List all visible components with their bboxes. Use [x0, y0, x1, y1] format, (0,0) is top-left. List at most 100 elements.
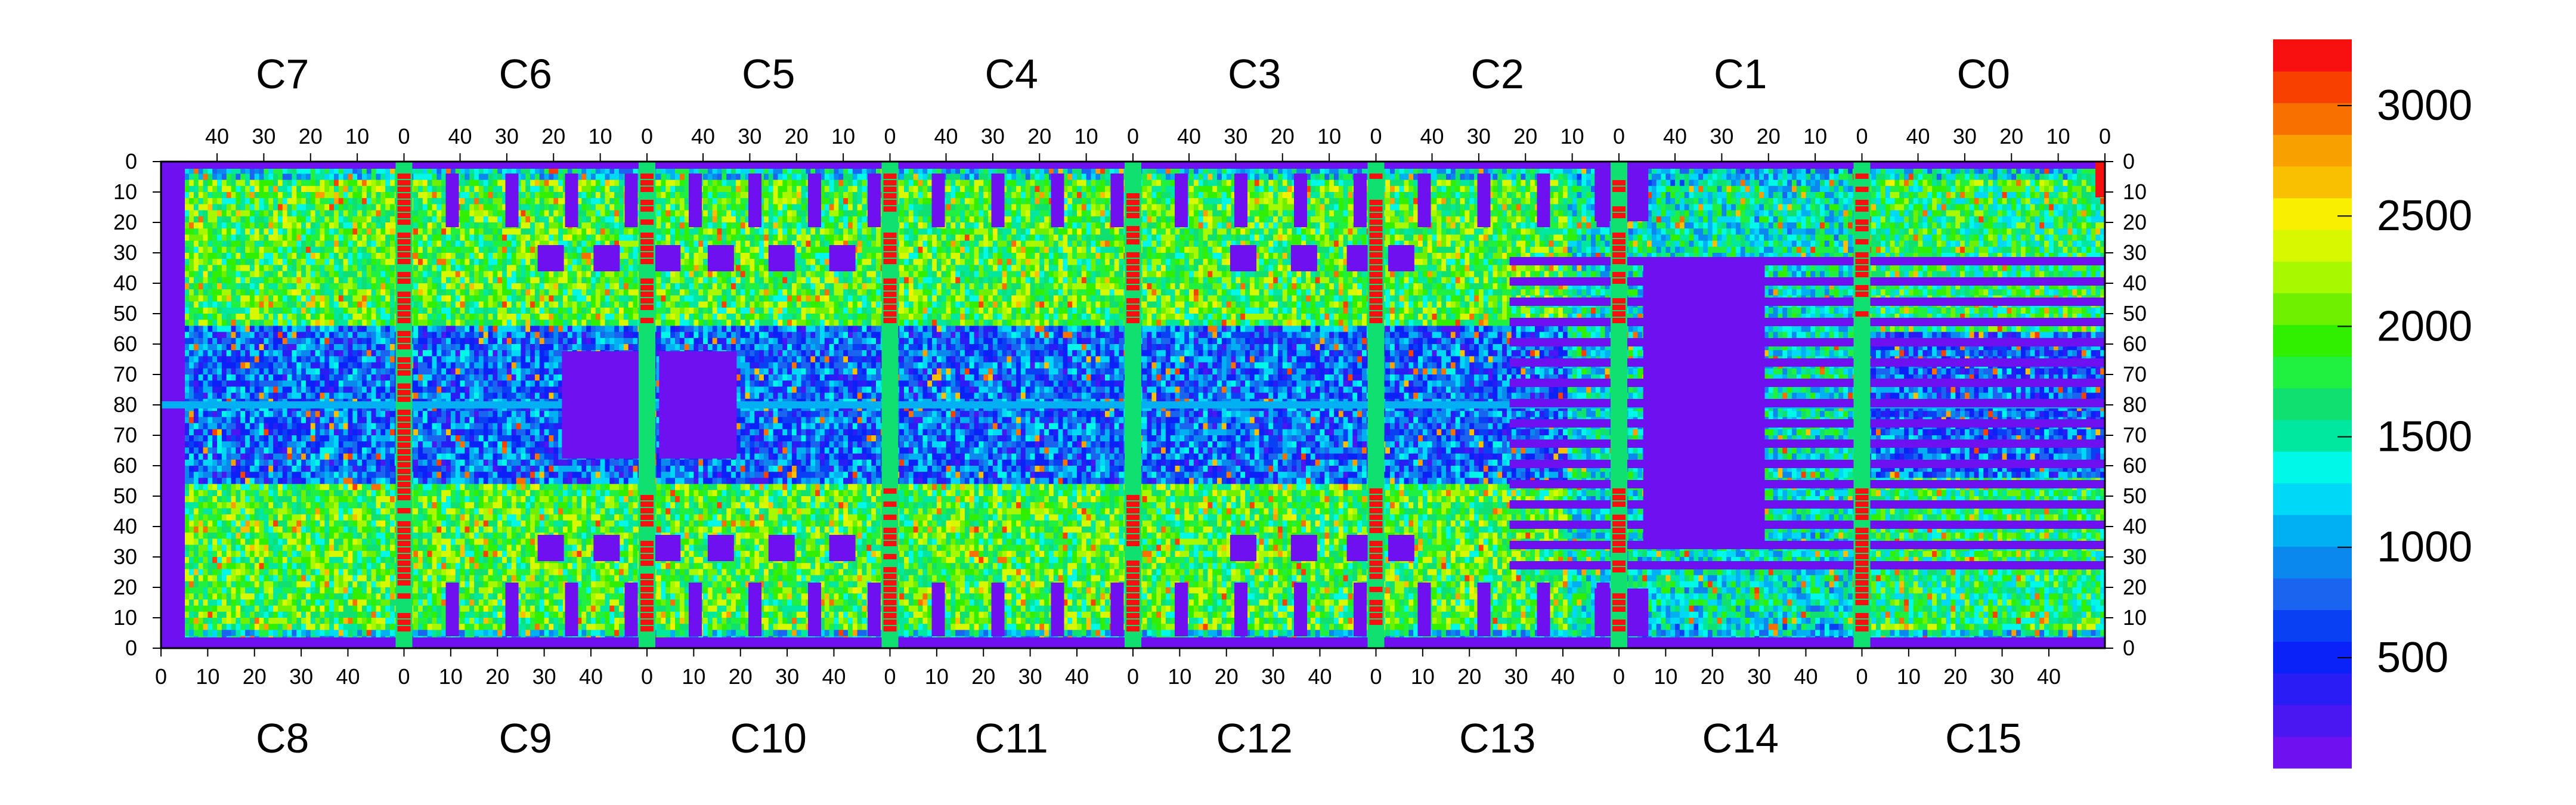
heatmap-cell: [1970, 204, 1974, 210]
heatmap-cell: [1787, 228, 1792, 235]
heatmap-cell: [2011, 204, 2016, 210]
heatmap-cell: [829, 192, 834, 199]
heatmap-cell: [2044, 186, 2049, 193]
heatmap-cell: [1680, 222, 1685, 229]
heatmap-cell: [268, 198, 273, 205]
heatmap-cell: [1156, 228, 1161, 235]
heatmap-cell: [334, 180, 339, 187]
heatmap-cell: [1558, 174, 1563, 180]
heatmap-cell: [1778, 198, 1782, 205]
heatmap-cell: [268, 222, 273, 229]
heatmap-cell: [1049, 228, 1054, 235]
heatmap-cell: [255, 204, 259, 210]
heatmap-cell: [1077, 174, 1082, 180]
heatmap-cell: [184, 180, 189, 187]
heatmap-cell: [1568, 222, 1572, 229]
heatmap-cell: [203, 216, 208, 223]
heatmap-cell: [1385, 222, 1390, 229]
heatmap-cell: [1283, 210, 1287, 217]
heatmap-cell: [927, 174, 932, 180]
heatmap-cell: [413, 216, 418, 223]
heatmap-cell: [1988, 174, 1993, 180]
heatmap-cell: [1530, 228, 1535, 235]
heatmap-cell: [1413, 222, 1418, 229]
heatmap-cell: [497, 204, 502, 210]
heatmap-cell: [619, 174, 624, 180]
heatmap-cell: [843, 192, 848, 199]
heatmap-cell: [1395, 216, 1400, 223]
heatmap-cell: [2039, 180, 2044, 187]
heatmap-cell: [581, 216, 586, 223]
heatmap-cell: [1408, 174, 1413, 180]
heatmap-cell: [484, 204, 488, 210]
heatmap-cell: [1465, 204, 1469, 210]
heatmap-cell: [2049, 180, 2054, 187]
heatmap-cell: [465, 216, 469, 223]
heatmap-cell: [764, 198, 769, 205]
heatmap-cell: [1147, 192, 1152, 199]
heatmap-cell: [493, 210, 497, 217]
heatmap-cell: [1670, 228, 1675, 235]
heatmap-cell: [199, 228, 203, 235]
heatmap-cell: [194, 198, 199, 205]
heatmap-cell: [2030, 180, 2035, 187]
heatmap-cell: [1077, 198, 1082, 205]
heatmap-cell: [1507, 216, 1512, 223]
heatmap-cell: [474, 204, 479, 210]
heatmap-cell: [474, 198, 479, 205]
heatmap-cell: [1726, 210, 1731, 217]
heatmap-cell: [390, 174, 395, 180]
heatmap-cell: [1404, 192, 1409, 199]
heatmap-cell: [1334, 198, 1339, 205]
heatmap-cell: [1652, 186, 1657, 193]
heatmap-cell: [614, 174, 619, 180]
heatmap-cell: [441, 186, 446, 193]
heatmap-cell: [927, 180, 932, 187]
heatmap-cell: [1932, 174, 1937, 180]
heatmap-cell: [736, 228, 741, 235]
heatmap-cell: [2030, 186, 2035, 193]
heatmap-cell: [1820, 228, 1825, 235]
heatmap-cell: [1685, 186, 1689, 193]
heatmap-cell: [1278, 192, 1283, 199]
heatmap-cell: [1100, 180, 1105, 187]
heatmap-cell: [1955, 210, 1960, 217]
heatmap-cell: [1217, 216, 1222, 223]
heatmap-cell: [1436, 186, 1441, 193]
heatmap-cell: [1334, 228, 1339, 235]
heatmap-cell: [423, 174, 428, 180]
heatmap-cell: [530, 216, 535, 223]
heatmap-cell: [1189, 186, 1194, 193]
heatmap-cell: [675, 186, 680, 193]
heatmap-cell: [339, 222, 343, 229]
heatmap-cell: [1680, 198, 1685, 205]
heatmap-cell: [1558, 204, 1563, 210]
heatmap-cell: [1942, 198, 1946, 205]
heatmap-cell: [1778, 180, 1782, 187]
heatmap-cell: [1909, 186, 1914, 193]
heatmap-cell: [1208, 210, 1212, 217]
heatmap-cell: [1227, 174, 1231, 180]
heatmap-cell: [1572, 228, 1577, 235]
heatmap-cell: [1245, 228, 1250, 235]
heatmap-cell: [2049, 192, 2054, 199]
heatmap-cell: [1250, 192, 1255, 199]
heatmap-cell: [1950, 228, 1955, 235]
heatmap-cell: [1792, 186, 1797, 193]
heatmap-cell: [1086, 192, 1091, 199]
heatmap-cell: [362, 210, 367, 217]
heatmap-cell: [227, 198, 231, 205]
heatmap-cell: [1885, 222, 1890, 229]
heatmap-cell: [479, 210, 484, 217]
heatmap-cell: [741, 174, 745, 180]
heatmap-cell: [199, 222, 203, 229]
heatmap-cell: [553, 186, 558, 193]
heatmap-cell: [1413, 210, 1418, 217]
heatmap-cell: [586, 216, 591, 223]
heatmap-cell: [315, 204, 320, 210]
heatmap-cell: [1759, 180, 1764, 187]
heatmap-cell: [1469, 186, 1474, 193]
heatmap-cell: [708, 186, 713, 193]
heatmap-cell: [1156, 186, 1161, 193]
heatmap-cell: [1787, 174, 1792, 180]
